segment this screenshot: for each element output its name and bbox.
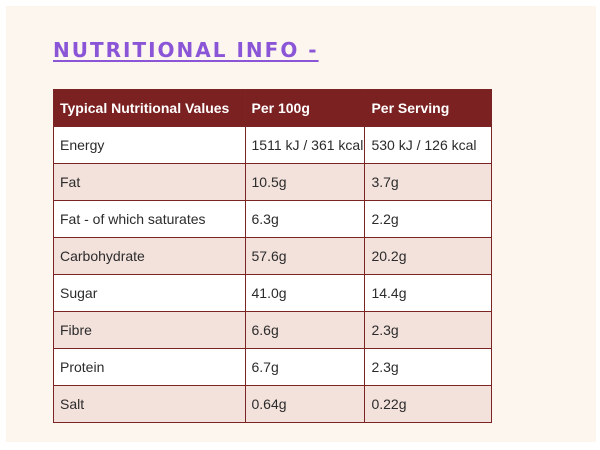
value-per-100g: 41.0g: [244, 274, 366, 312]
table-row: Protein 6.7g 2.3g: [53, 348, 492, 386]
nutrition-panel: NUTRITIONAL INFO - Typical Nutritional V…: [6, 6, 596, 442]
value-per-serving: 530 kJ / 126 kcal: [364, 126, 492, 164]
nutrient-name: Fat: [53, 163, 246, 201]
table-row: Sugar 41.0g 14.4g: [53, 274, 492, 312]
value-per-100g: 0.64g: [244, 385, 366, 423]
nutrient-name: Protein: [53, 348, 246, 386]
header-typical-values: Typical Nutritional Values: [53, 89, 246, 127]
header-per-100g: Per 100g: [244, 89, 366, 127]
nutrient-name: Sugar: [53, 274, 246, 312]
value-per-100g: 57.6g: [244, 237, 366, 275]
table-row: Fat 10.5g 3.7g: [53, 163, 492, 201]
value-per-serving: 2.3g: [364, 311, 492, 349]
nutrient-name: Carbohydrate: [53, 237, 246, 275]
table-row: Energy 1511 kJ / 361 kcal 530 kJ / 126 k…: [53, 126, 492, 164]
value-per-100g: 1511 kJ / 361 kcal: [244, 126, 366, 164]
value-per-100g: 10.5g: [244, 163, 366, 201]
value-per-serving: 2.2g: [364, 200, 492, 238]
value-per-100g: 6.3g: [244, 200, 366, 238]
value-per-serving: 20.2g: [364, 237, 492, 275]
value-per-serving: 3.7g: [364, 163, 492, 201]
value-per-serving: 14.4g: [364, 274, 492, 312]
page-title: NUTRITIONAL INFO -: [53, 38, 319, 62]
nutrient-name: Salt: [53, 385, 246, 423]
value-per-serving: 2.3g: [364, 348, 492, 386]
header-per-serving: Per Serving: [364, 89, 492, 127]
nutrient-name: Fat - of which saturates: [53, 200, 246, 238]
table-row: Fibre 6.6g 2.3g: [53, 311, 492, 349]
table-header-row: Typical Nutritional Values Per 100g Per …: [53, 89, 492, 127]
table-row: Fat - of which saturates 6.3g 2.2g: [53, 200, 492, 238]
value-per-100g: 6.6g: [244, 311, 366, 349]
table-row: Salt 0.64g 0.22g: [53, 385, 492, 423]
nutrient-name: Fibre: [53, 311, 246, 349]
nutrient-name: Energy: [53, 126, 246, 164]
value-per-serving: 0.22g: [364, 385, 492, 423]
table-row: Carbohydrate 57.6g 20.2g: [53, 237, 492, 275]
nutrition-table: Typical Nutritional Values Per 100g Per …: [53, 89, 492, 423]
value-per-100g: 6.7g: [244, 348, 366, 386]
